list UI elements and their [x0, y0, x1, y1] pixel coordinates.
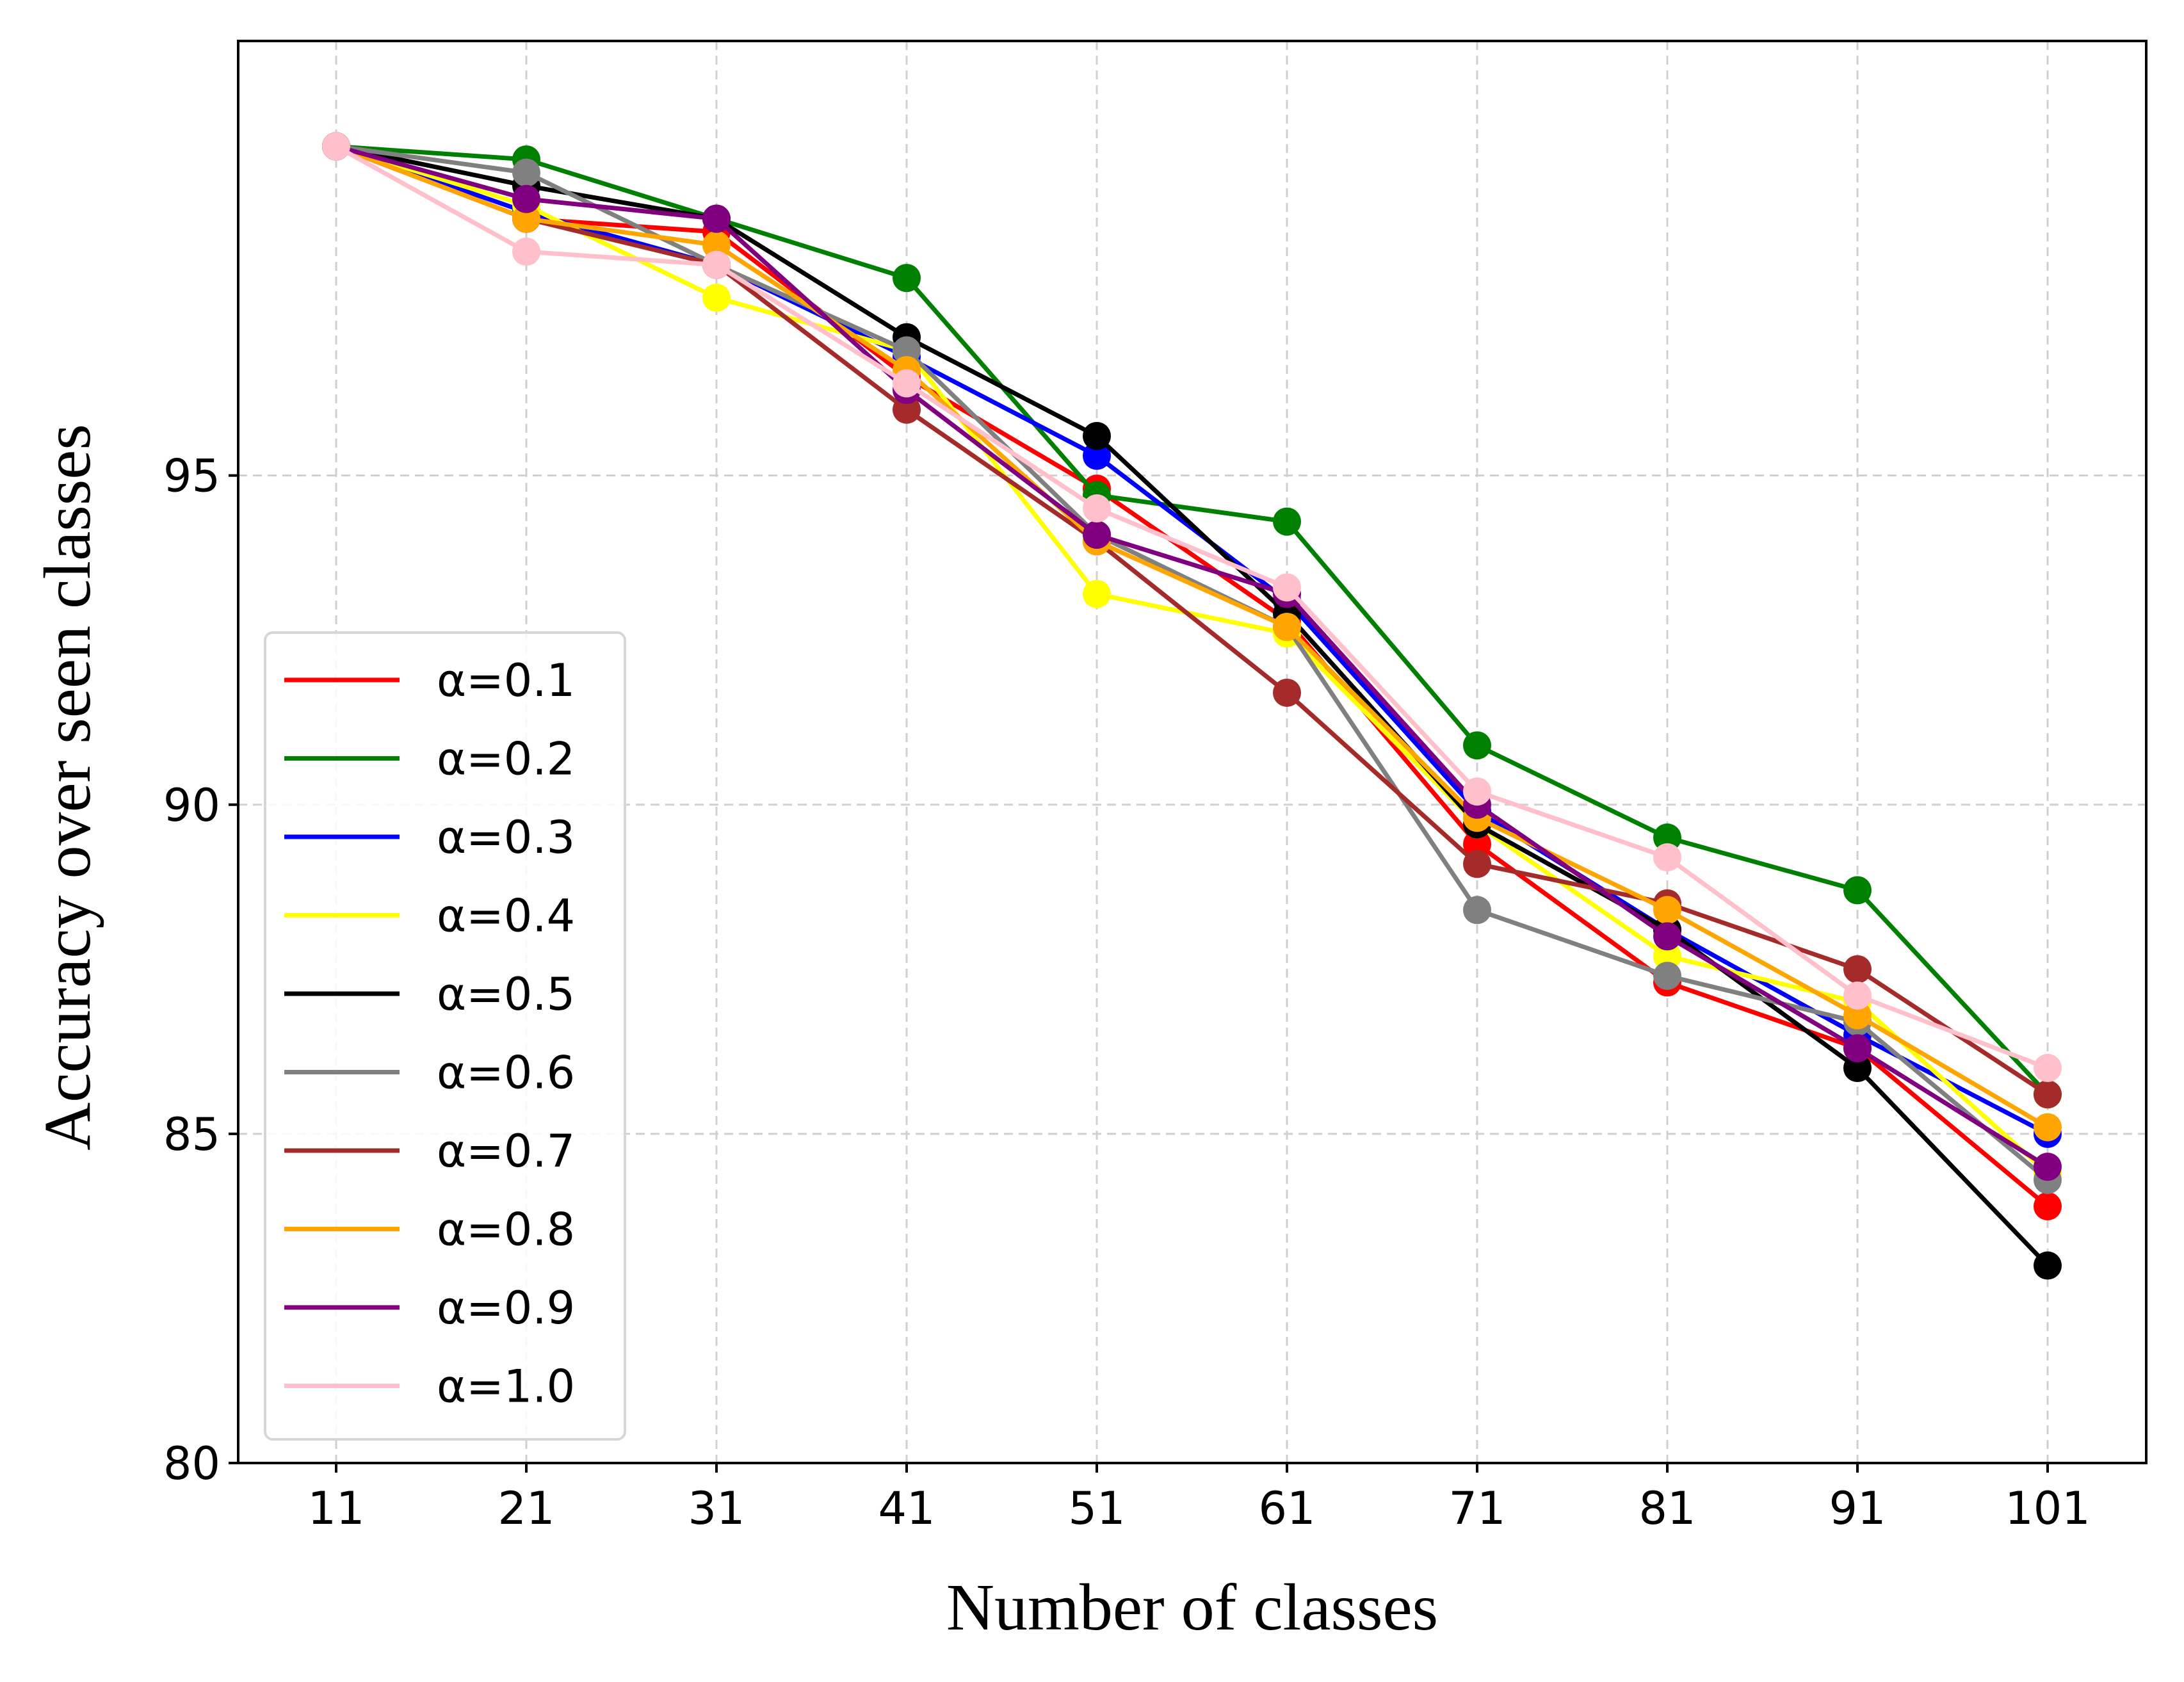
legend-label: α=0.7 [437, 1125, 575, 1177]
x-tick-label: 11 [307, 1482, 364, 1535]
data-point [2034, 1054, 2062, 1083]
x-tick-label: 31 [688, 1482, 745, 1535]
data-point [1273, 507, 1301, 536]
x-axis-title: Number of classes [946, 1571, 1438, 1644]
data-point [512, 204, 540, 233]
y-axis-title: Accuracy over seen classes [31, 424, 104, 1151]
data-point [1463, 777, 1491, 806]
legend-label: α=0.2 [437, 733, 575, 786]
x-tick-label: 81 [1638, 1482, 1695, 1535]
series-line [335, 144, 2049, 1129]
data-point [1653, 843, 1681, 872]
series-α=1.0 [322, 132, 2062, 1083]
data-point [1653, 922, 1681, 951]
data-point [1083, 494, 1111, 523]
plot-frame [237, 40, 2148, 1464]
data-point [1653, 823, 1681, 852]
x-tick-label: 51 [1068, 1482, 1125, 1535]
data-point [702, 204, 731, 233]
data-point [322, 132, 350, 161]
data-point [702, 284, 731, 312]
data-point [1843, 1034, 1872, 1063]
legend-item: α=0.5 [284, 968, 575, 1021]
data-point [2034, 1251, 2062, 1280]
series-line [335, 144, 2050, 1176]
legend-label: α=0.9 [437, 1282, 575, 1334]
x-tick-label: 21 [497, 1482, 554, 1535]
data-point [1653, 942, 1681, 971]
data-point [1083, 421, 1111, 450]
data-point [1083, 441, 1111, 470]
data-point [1273, 678, 1301, 707]
legend-item: α=0.6 [284, 1047, 575, 1099]
legend-label: α=0.1 [437, 654, 575, 707]
legend-item: α=0.9 [284, 1282, 575, 1334]
data-point [2034, 1152, 2062, 1181]
legend-label: α=0.4 [437, 890, 575, 942]
series-line [335, 144, 2049, 1136]
data-point [1083, 521, 1111, 549]
data-point [893, 369, 921, 398]
x-tick-label: 71 [1448, 1482, 1505, 1535]
data-point [512, 158, 540, 187]
data-point [2034, 1192, 2062, 1220]
data-point [1273, 613, 1301, 642]
legend: α=0.1 α=0.2 α=0.3 α=0.4 α=0.5 α=0.6 α=0.7 α=0.8… [264, 631, 626, 1441]
legend-label: α=0.8 [437, 1204, 575, 1256]
data-point [1843, 1054, 1872, 1083]
data-point [1653, 962, 1681, 991]
x-tick-label: 61 [1258, 1482, 1315, 1535]
data-point [1843, 955, 1872, 983]
legend-label: α=0.6 [437, 1047, 575, 1099]
series-line [335, 144, 2049, 1097]
data-point [512, 184, 540, 213]
series-α=0.8 [322, 132, 2062, 1142]
x-tick-label: 101 [2005, 1482, 2091, 1535]
data-point [702, 230, 731, 259]
data-point [1273, 573, 1301, 602]
data-point [893, 264, 921, 293]
y-tick-label: 85 [163, 1108, 220, 1161]
series-line [336, 144, 2050, 1096]
data-point [1083, 579, 1111, 608]
data-point [2034, 1080, 2062, 1109]
legend-item: α=0.1 [284, 654, 575, 707]
legend-item: α=0.2 [284, 733, 575, 786]
legend-item: α=0.7 [284, 1125, 575, 1177]
series-line [335, 144, 2049, 1071]
data-point [1463, 850, 1491, 878]
y-tick-label: 90 [163, 779, 220, 832]
data-point [1463, 896, 1491, 925]
data-point [702, 250, 731, 279]
legend-item: α=1.0 [284, 1361, 575, 1413]
data-point [1843, 876, 1872, 905]
legend-item: α=0.4 [284, 890, 575, 942]
data-point [1843, 1001, 1872, 1030]
data-point [1653, 896, 1681, 925]
series-line [335, 144, 2050, 1208]
series-line [336, 144, 2049, 1169]
data-point [1463, 830, 1491, 859]
data-point [2034, 1113, 2062, 1142]
data-point [512, 238, 540, 266]
legend-label: α=1.0 [437, 1361, 575, 1413]
legend-box [264, 631, 626, 1441]
x-tick-label: 91 [1829, 1482, 1886, 1535]
y-tick-label: 95 [163, 450, 220, 503]
legend-label: α=0.3 [437, 811, 575, 864]
axis-ticks: 11 21 31 41 51 61 71 81 91 101 80 85 90 95 [163, 450, 2091, 1535]
series-layer [322, 132, 2062, 1280]
data-point [1463, 731, 1491, 760]
series-line [336, 144, 2050, 1182]
data-point [893, 395, 921, 424]
legend-label: α=0.5 [437, 968, 575, 1021]
data-point [893, 336, 921, 365]
legend-item: α=0.3 [284, 811, 575, 864]
legend-item: α=0.8 [284, 1204, 575, 1256]
x-tick-label: 41 [878, 1482, 935, 1535]
data-point [1843, 981, 1872, 1010]
y-tick-label: 80 [163, 1437, 220, 1490]
